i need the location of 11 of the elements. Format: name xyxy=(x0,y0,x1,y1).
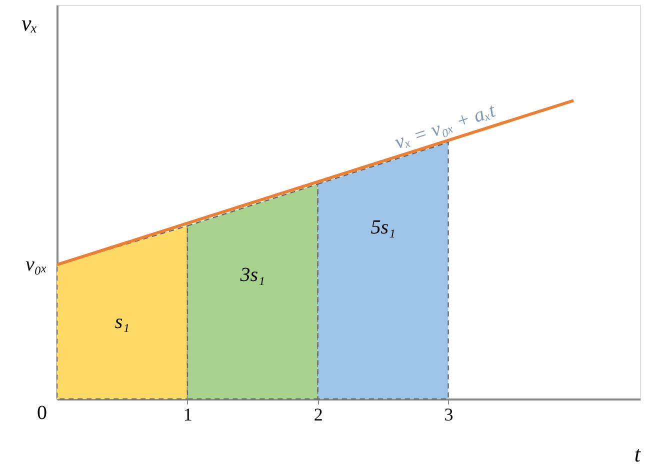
y-axis-title: vₓ xyxy=(21,10,38,36)
annotation: vₓ = v₀ₓ + aₓt xyxy=(392,99,498,154)
x-axis-title: t xyxy=(634,442,642,466)
x-tick-label: 3 xyxy=(444,404,454,424)
annotation: 0 xyxy=(37,402,47,424)
annotation: v₀ₓ xyxy=(25,254,47,276)
annotation: 5s₁ xyxy=(370,216,396,238)
x-tick-label: 1 xyxy=(183,404,192,424)
annotation: s₁ xyxy=(114,311,130,334)
annotation: 3s₁ xyxy=(239,264,266,286)
x-tick-label: 2 xyxy=(314,404,323,424)
